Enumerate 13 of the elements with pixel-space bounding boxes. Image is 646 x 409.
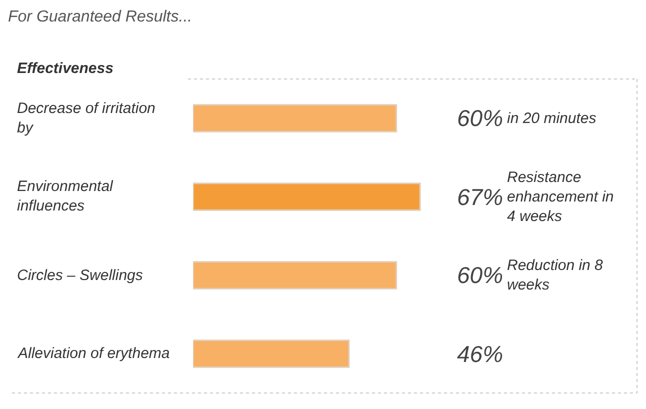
data-label: 67% bbox=[457, 184, 504, 210]
y-tick-label: Circles – Swellings bbox=[17, 267, 144, 284]
text: in 20 minutes bbox=[507, 110, 597, 127]
text: Resistance enhancement in 4 weeks bbox=[507, 169, 614, 225]
data-label: 46% bbox=[457, 341, 504, 367]
text: Effectiveness bbox=[17, 60, 114, 77]
y-tick-label: Environmental influences bbox=[17, 178, 114, 214]
chart-title: For Guaranteed Results... bbox=[8, 8, 192, 26]
data-label: 60% bbox=[457, 105, 504, 131]
y-tick-label: Decrease of irritation by bbox=[17, 100, 156, 136]
text: Reduction in 8 weeks bbox=[507, 257, 604, 294]
y-tick-label: Alleviation of erythema bbox=[17, 345, 170, 362]
data-label: 60% bbox=[457, 262, 504, 288]
